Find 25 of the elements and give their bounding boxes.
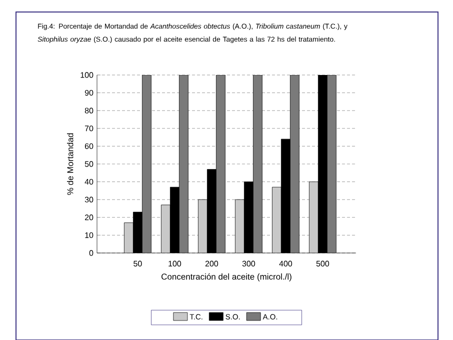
bar bbox=[124, 222, 134, 253]
x-tick-label: 500 bbox=[316, 260, 330, 266]
y-tick-label: 80 bbox=[84, 108, 94, 114]
x-tick-label: 50 bbox=[134, 260, 142, 266]
y-tick-label: 100 bbox=[80, 72, 94, 78]
y-tick-label: 10 bbox=[85, 232, 94, 238]
y-tick-label: 20 bbox=[84, 214, 94, 220]
x-tick-label: 100 bbox=[168, 260, 182, 266]
y-tick-label: 0 bbox=[89, 250, 94, 256]
y-tick-label: 70 bbox=[84, 126, 94, 132]
y-tick-label: 50 bbox=[84, 161, 94, 167]
x-tick-label: 400 bbox=[279, 260, 292, 266]
bar bbox=[235, 200, 244, 253]
bar bbox=[308, 182, 318, 253]
y-axis-title: % de Mortandad bbox=[67, 133, 74, 195]
x-tick-label: 300 bbox=[242, 260, 256, 266]
x-axis-title: Concentración del aceite (microl./l) bbox=[162, 273, 292, 282]
y-tick-label: 90 bbox=[84, 90, 94, 96]
bar bbox=[161, 204, 170, 253]
y-tick-label: 40 bbox=[84, 178, 94, 185]
bar bbox=[272, 187, 282, 253]
bar bbox=[198, 200, 208, 253]
y-tick-label: 60 bbox=[84, 143, 94, 150]
x-tick-label: 200 bbox=[205, 260, 218, 266]
y-tick-label: 30 bbox=[84, 196, 94, 202]
